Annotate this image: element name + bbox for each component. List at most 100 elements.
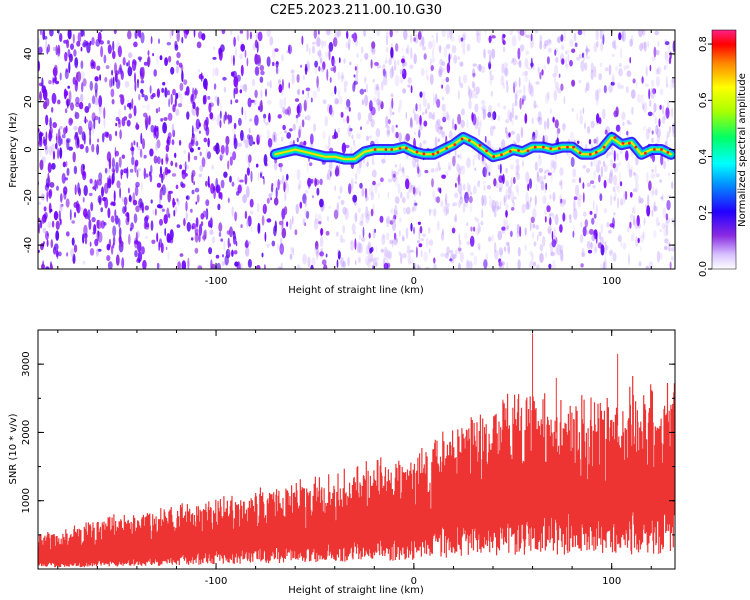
spectrogram-cell (532, 64, 536, 71)
spectrogram-cell (419, 225, 423, 234)
spectrogram-cell (603, 164, 608, 173)
spectrogram-cell (100, 45, 104, 58)
spectrogram-cell (490, 90, 493, 97)
spectrogram-cell (373, 96, 377, 102)
spectrogram-cell (594, 89, 600, 102)
spectrogram-cell (497, 164, 501, 170)
spectrogram-cell (91, 37, 95, 46)
spectrogram-cell (422, 46, 427, 51)
spectrogram-cell (582, 192, 585, 203)
spectrogram-cell (127, 187, 130, 194)
spectrogram-cell (134, 185, 139, 197)
spectrogram-cell (496, 205, 502, 210)
spectrogram-cell (451, 44, 457, 54)
spectrogram-cell (358, 234, 362, 240)
spectrogram-cell (290, 69, 295, 74)
spectrogram-cell (323, 40, 327, 47)
spectrogram-cell (528, 79, 531, 89)
spectrogram-cell (92, 186, 96, 190)
spectrogram-cell (362, 226, 365, 238)
spectrogram-cell (322, 61, 326, 71)
spectrogram-cell (466, 43, 471, 52)
spectrogram-cell (176, 224, 181, 229)
spectrogram-cell (82, 260, 86, 265)
spectrogram-cell (492, 209, 496, 213)
snr-trace (38, 376, 675, 568)
spectrogram-cell (448, 53, 451, 64)
spectrogram-cell (141, 93, 145, 98)
spectrogram-cell (548, 263, 552, 269)
spectrogram-cell (229, 30, 233, 36)
spectrogram-cell (483, 48, 486, 59)
spectrogram-cell (647, 194, 650, 207)
spectrogram-cell (237, 34, 240, 42)
spectrogram-cell (213, 83, 217, 90)
spectrogram-cell (413, 199, 417, 212)
spectrogram-cell (480, 65, 486, 74)
spectrogram-ridge-peak (509, 150, 512, 153)
spectrogram-cell (82, 233, 85, 244)
spectrogram-cell (386, 36, 388, 46)
spectrogram-cell (655, 124, 659, 135)
spectrogram-cell (191, 223, 196, 230)
spectrogram-cell (295, 114, 299, 124)
spectrogram-ridge-peak (644, 151, 647, 155)
spectrogram-cell (264, 122, 269, 126)
spectrogram-cell (346, 30, 349, 39)
spectrogram-cell (98, 172, 103, 182)
spectrogram-cell (530, 57, 533, 69)
spectrogram-cell (130, 142, 133, 148)
spectrogram-cell (277, 114, 282, 119)
spectrogram-cell (621, 111, 626, 121)
spectrogram-cell (631, 207, 635, 214)
spectrogram-cell (618, 32, 622, 41)
spectrogram-cell (233, 36, 237, 47)
spectrogram-cell (350, 178, 354, 190)
spectrogram-cell (501, 63, 505, 74)
spectrogram-cell (453, 216, 457, 222)
spectrogram-cell (165, 187, 168, 193)
spectrogram-cell (66, 167, 70, 176)
spectrogram-cell (184, 161, 187, 172)
spectrogram-cell (560, 44, 565, 51)
spectrogram-cell (422, 98, 427, 107)
spectrogram-cell (63, 190, 67, 200)
spectrogram-cell (485, 140, 489, 146)
spectrogram-cell (409, 64, 414, 70)
spectrogram-cell (662, 160, 667, 169)
spectrogram-cell (604, 241, 607, 245)
spectrogram-cell (158, 38, 160, 44)
spectrogram-cell (51, 106, 54, 113)
spectrogram-cell (505, 80, 508, 85)
spectrogram-ytick-label: 40 (23, 48, 34, 61)
spectrogram-ridge-peak (578, 151, 582, 155)
spectrogram-cell (595, 203, 598, 216)
spectrogram-cell (113, 30, 117, 35)
spectrogram-cell (510, 164, 514, 170)
spectrogram-cell (432, 48, 435, 59)
spectrogram-cell (553, 160, 557, 171)
spectrogram-cell (292, 215, 294, 225)
spectrogram-cell (159, 188, 163, 201)
spectrogram-cell (422, 91, 426, 100)
spectrogram-cell (164, 166, 169, 176)
spectrogram-cell (468, 260, 473, 269)
spectrogram-cell (73, 165, 78, 175)
spectrogram-cell (554, 64, 558, 75)
spectrogram-cell (316, 75, 319, 88)
spectrogram-cell (316, 37, 321, 47)
spectrogram-cell (209, 112, 214, 120)
spectrogram-ridge-peak (390, 148, 394, 151)
spectrogram-cell (324, 144, 328, 152)
spectrogram-cell (503, 65, 508, 75)
spectrogram-cell (164, 227, 167, 237)
spectrogram-cell (394, 74, 400, 87)
spectrogram-cell (128, 233, 131, 245)
spectrogram-cell (140, 88, 144, 94)
spectrogram-cell (506, 131, 508, 137)
spectrogram-cell (68, 146, 73, 151)
spectrogram-cell (113, 190, 116, 203)
spectrogram-cell (621, 31, 624, 42)
spectrogram-cell (436, 196, 441, 204)
spectrogram-cell (582, 30, 586, 37)
